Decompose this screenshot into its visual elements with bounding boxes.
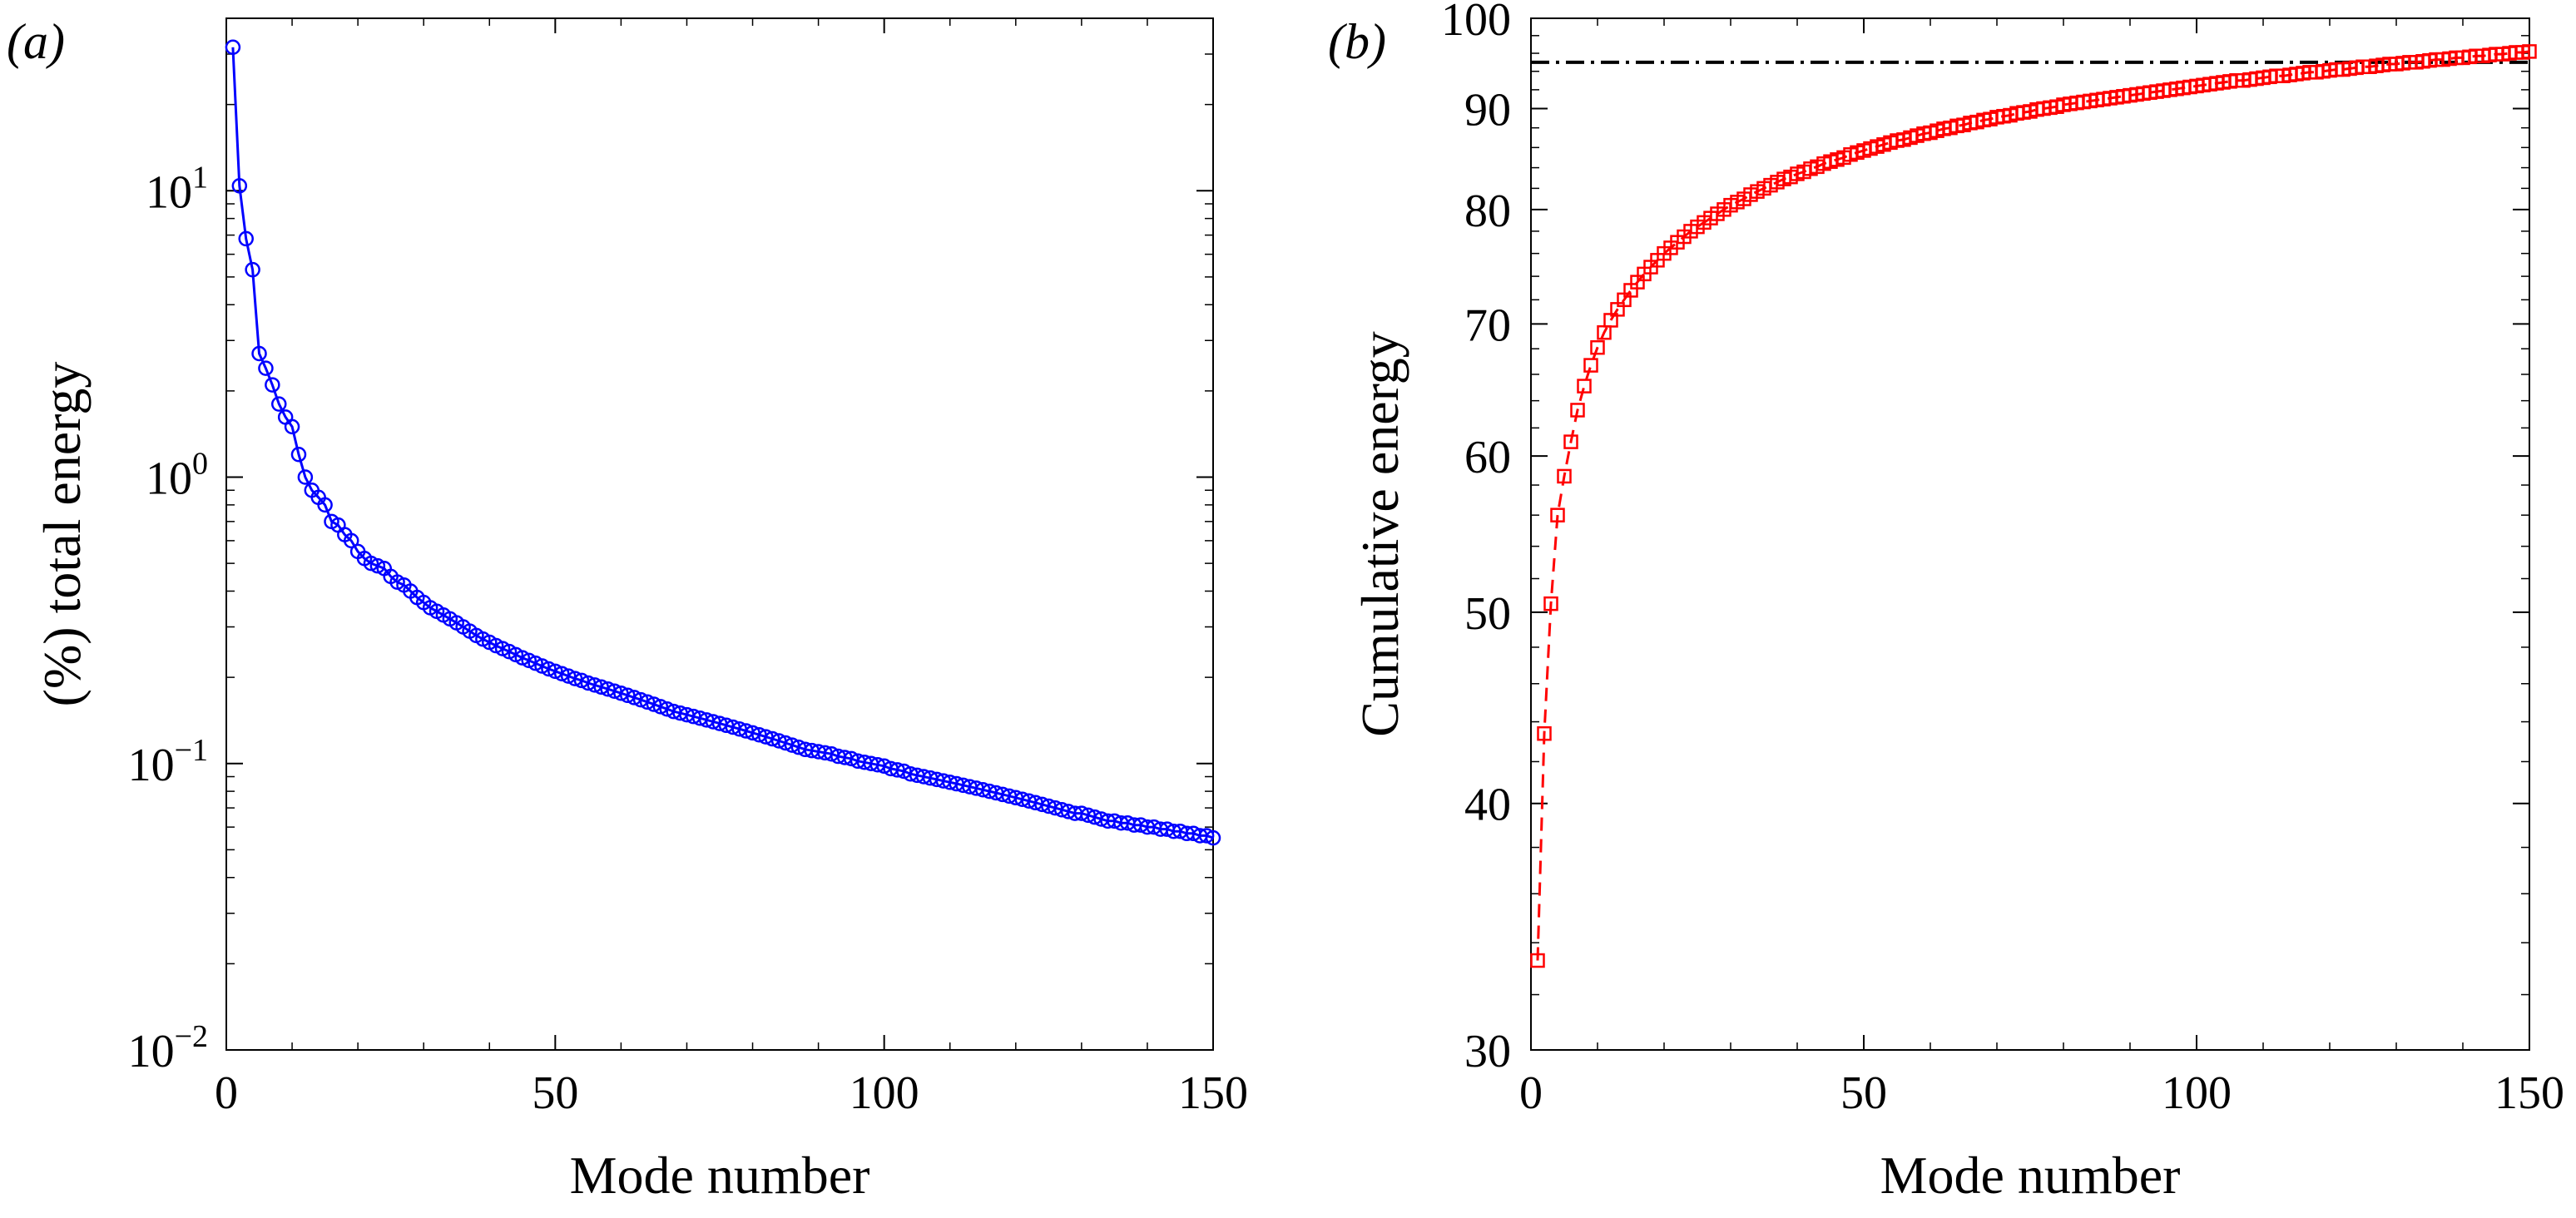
data-point: [632, 691, 649, 708]
data-point: [284, 418, 300, 435]
data-point: [765, 730, 780, 747]
y-tick-base: 10: [128, 1026, 175, 1077]
data-point: [343, 532, 359, 549]
data-point: [290, 446, 307, 463]
y-tick-base: 10: [146, 453, 192, 505]
data-point: [567, 671, 583, 686]
data-point: [251, 345, 267, 362]
data-point: [238, 230, 254, 247]
data-point: [1198, 828, 1215, 844]
x-tick-label: 50: [532, 1067, 578, 1119]
data-point: [1530, 953, 1545, 968]
data-point: [1570, 403, 1585, 418]
data-point: [1557, 468, 1572, 484]
data-point: [1550, 508, 1565, 522]
data-point: [626, 690, 642, 706]
data-point: [646, 696, 662, 712]
data-point: [225, 39, 241, 56]
data-point: [317, 497, 333, 513]
plot-frame: [1530, 17, 2530, 1051]
data-point: [2522, 44, 2537, 59]
data-point: [1537, 725, 1552, 741]
data-point: [1563, 434, 1578, 449]
data-point: [231, 178, 248, 194]
y-tick-label: 100: [1441, 0, 1511, 46]
data-point: [258, 360, 274, 376]
panel-b: 0 50 100 150 30 40 50 60 70 80 90 100 Mode number Cum…: [1328, 0, 2564, 1205]
data-point: [652, 699, 669, 715]
data-point: [245, 261, 260, 278]
data-point: [607, 683, 622, 699]
y-tick-label: 60: [1464, 432, 1511, 483]
x-tick-label: 50: [1840, 1067, 1887, 1119]
data-point: [777, 735, 794, 751]
y-tick-label: 70: [1464, 300, 1511, 351]
y-tick-label: 40: [1464, 780, 1511, 831]
data-point: [573, 672, 590, 689]
data-point: [560, 668, 577, 684]
y-tick-label: 90: [1464, 85, 1511, 136]
y-tick-exponent: −1: [175, 733, 208, 768]
x-tick-label: 100: [2162, 1067, 2232, 1119]
y-tick-label: 101: [146, 160, 208, 218]
data-point: [1543, 596, 1558, 611]
data-point: [1577, 379, 1592, 394]
data-point: [547, 663, 563, 680]
data-point: [553, 666, 570, 681]
y-tick-label: 50: [1464, 588, 1511, 640]
x-tick-label: 100: [850, 1067, 919, 1119]
y-axis-title: Cumulative energy: [1350, 331, 1409, 737]
y-tick-label: 10−2: [128, 1019, 208, 1077]
data-point: [1205, 829, 1221, 846]
y-tick-label: 30: [1464, 1026, 1511, 1077]
data-point: [620, 687, 636, 704]
y-tick-label: 80: [1464, 186, 1511, 237]
data-point: [363, 555, 379, 572]
y-axis-title: (%) total energy: [32, 362, 92, 707]
data-point: [541, 661, 557, 677]
data-point: [600, 681, 616, 697]
data-point: [1583, 358, 1598, 373]
data-point: [770, 733, 787, 749]
series-line: [1536, 50, 2530, 961]
data-point: [1590, 339, 1605, 355]
data-point: [297, 469, 314, 485]
data-point: [271, 396, 287, 412]
data-point: [265, 377, 280, 393]
plot-frame: [225, 17, 1214, 1051]
x-axis-title: Mode number: [570, 1146, 870, 1205]
y-tick-label: 100: [146, 447, 208, 505]
x-tick-label: 150: [2494, 1067, 2564, 1119]
x-axis-title: Mode number: [1880, 1146, 2181, 1205]
y-tick-base: 10: [128, 740, 175, 791]
y-tick-exponent: 0: [192, 447, 208, 482]
y-tick-base: 10: [146, 166, 192, 218]
panel-label: (a): [7, 14, 65, 69]
data-point: [613, 685, 629, 701]
y-tick-label: 10−1: [128, 733, 208, 791]
data-point: [639, 694, 656, 710]
y-tick-exponent: 1: [192, 160, 208, 195]
x-tick-label: 0: [1519, 1067, 1543, 1119]
x-tick-label: 0: [215, 1067, 238, 1119]
data-point: [369, 557, 386, 574]
x-tick-label: 150: [1178, 1067, 1248, 1119]
y-tick-exponent: −2: [175, 1019, 208, 1054]
data-point: [784, 737, 800, 753]
panel-label: (b): [1328, 14, 1386, 69]
